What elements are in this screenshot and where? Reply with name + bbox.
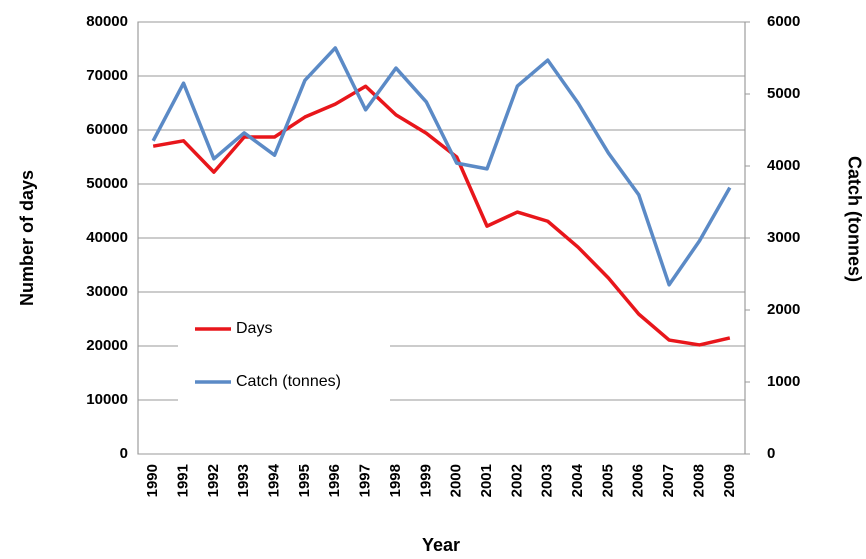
- y2-axis-title: Catch (tonnes): [844, 156, 864, 282]
- x-tick-label: 1993: [235, 464, 252, 497]
- x-tick-label: 1994: [266, 463, 283, 497]
- x-tick-label: 1998: [387, 464, 404, 497]
- x-tick-label: 2009: [721, 464, 738, 497]
- x-tick-label: 1990: [144, 464, 161, 497]
- x-tick-label: 1996: [326, 464, 343, 497]
- y2-tick-label: 5000: [767, 85, 800, 102]
- x-tick-label: 1997: [357, 464, 374, 497]
- x-tick-label: 2003: [539, 464, 556, 497]
- y-tick-label: 20000: [86, 337, 128, 354]
- legend-label: Days: [236, 320, 272, 337]
- y-axis-title: Number of days: [17, 170, 37, 306]
- y-tick-label: 0: [120, 445, 128, 462]
- x-tick-label: 2005: [599, 464, 616, 497]
- y2-tick-label: 2000: [767, 301, 800, 318]
- x-tick-label: 2001: [478, 464, 495, 497]
- y2-tick-label: 4000: [767, 157, 800, 174]
- y-tick-label: 10000: [86, 391, 128, 408]
- x-axis-title: Year: [422, 535, 460, 555]
- y-tick-label: 60000: [86, 121, 128, 138]
- y2-tick-label: 6000: [767, 13, 800, 30]
- x-tick-label: 1992: [205, 464, 222, 497]
- legend-label: Catch (tonnes): [236, 373, 341, 390]
- y-tick-label: 80000: [86, 13, 128, 30]
- x-tick-label: 1999: [417, 464, 434, 497]
- y-tick-label: 30000: [86, 283, 128, 300]
- y-tick-label: 40000: [86, 229, 128, 246]
- y-tick-label: 50000: [86, 175, 128, 192]
- data-line: [151, 46, 732, 287]
- y-tick-label: 70000: [86, 67, 128, 84]
- x-tick-label: 2007: [660, 464, 677, 497]
- x-tick-label: 2000: [448, 464, 465, 497]
- x-tick-label: 2008: [690, 464, 707, 497]
- data-line: [152, 84, 731, 347]
- x-tick-label: 2002: [508, 464, 525, 497]
- y2-tick-label: 0: [767, 445, 775, 462]
- x-tick-label: 1995: [296, 464, 313, 497]
- x-tick-label: 2006: [630, 464, 647, 497]
- y2-tick-label: 1000: [767, 373, 800, 390]
- x-tick-label: 2004: [569, 463, 586, 497]
- x-tick-label: 1991: [174, 464, 191, 497]
- y2-tick-label: 3000: [767, 229, 800, 246]
